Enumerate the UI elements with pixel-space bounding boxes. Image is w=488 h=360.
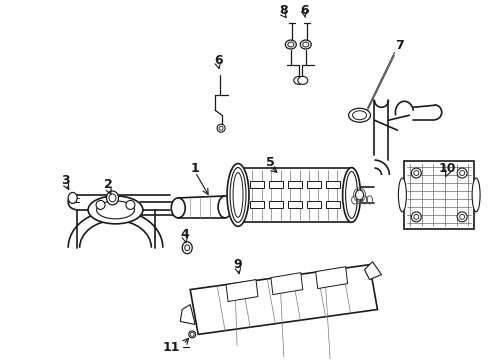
Text: 2: 2 xyxy=(104,179,113,192)
Ellipse shape xyxy=(226,163,248,226)
Ellipse shape xyxy=(218,196,232,218)
Bar xyxy=(404,161,473,229)
Ellipse shape xyxy=(184,245,189,251)
Ellipse shape xyxy=(456,168,466,178)
Ellipse shape xyxy=(410,212,421,222)
Ellipse shape xyxy=(410,168,421,178)
Text: 8: 8 xyxy=(279,4,287,17)
Ellipse shape xyxy=(106,191,118,205)
Text: 11: 11 xyxy=(163,341,180,354)
Text: 5: 5 xyxy=(265,156,274,168)
Bar xyxy=(325,201,339,208)
Ellipse shape xyxy=(352,111,366,120)
Ellipse shape xyxy=(188,331,195,338)
Ellipse shape xyxy=(229,167,245,222)
Ellipse shape xyxy=(287,42,293,47)
Bar xyxy=(287,181,301,188)
Ellipse shape xyxy=(456,212,466,222)
Ellipse shape xyxy=(348,108,370,122)
Ellipse shape xyxy=(217,124,224,132)
Bar xyxy=(249,201,264,208)
Polygon shape xyxy=(270,273,302,294)
Ellipse shape xyxy=(345,171,357,219)
Ellipse shape xyxy=(293,76,303,84)
Bar xyxy=(249,181,264,188)
Polygon shape xyxy=(180,305,195,324)
Ellipse shape xyxy=(68,193,77,203)
Bar xyxy=(325,181,339,188)
Ellipse shape xyxy=(459,171,464,176)
Ellipse shape xyxy=(342,167,360,222)
Polygon shape xyxy=(225,280,258,302)
Ellipse shape xyxy=(96,201,105,210)
Text: 6: 6 xyxy=(213,54,222,67)
Text: 6: 6 xyxy=(300,4,308,17)
Polygon shape xyxy=(364,262,381,280)
Bar xyxy=(306,201,320,208)
Ellipse shape xyxy=(285,40,296,49)
Ellipse shape xyxy=(109,194,116,202)
Ellipse shape xyxy=(219,126,223,130)
Ellipse shape xyxy=(471,178,479,212)
Ellipse shape xyxy=(96,201,134,219)
Polygon shape xyxy=(315,267,347,289)
Text: 7: 7 xyxy=(394,39,403,52)
Polygon shape xyxy=(190,265,377,334)
Ellipse shape xyxy=(190,332,194,336)
Ellipse shape xyxy=(398,178,406,212)
Ellipse shape xyxy=(302,42,308,47)
Ellipse shape xyxy=(297,76,307,84)
Bar xyxy=(268,181,282,188)
Ellipse shape xyxy=(355,190,363,200)
Ellipse shape xyxy=(182,242,192,254)
Text: 10: 10 xyxy=(438,162,455,175)
Ellipse shape xyxy=(126,201,135,210)
Text: 1: 1 xyxy=(190,162,199,175)
Ellipse shape xyxy=(413,214,418,219)
Text: 9: 9 xyxy=(233,258,242,271)
Ellipse shape xyxy=(171,198,185,218)
Text: 4: 4 xyxy=(181,228,189,241)
Ellipse shape xyxy=(300,40,310,49)
Ellipse shape xyxy=(88,196,142,224)
Bar xyxy=(306,181,320,188)
Text: 3: 3 xyxy=(61,174,70,186)
Ellipse shape xyxy=(459,214,464,219)
Bar xyxy=(268,201,282,208)
Ellipse shape xyxy=(233,172,243,217)
Bar xyxy=(287,201,301,208)
Ellipse shape xyxy=(413,171,418,176)
